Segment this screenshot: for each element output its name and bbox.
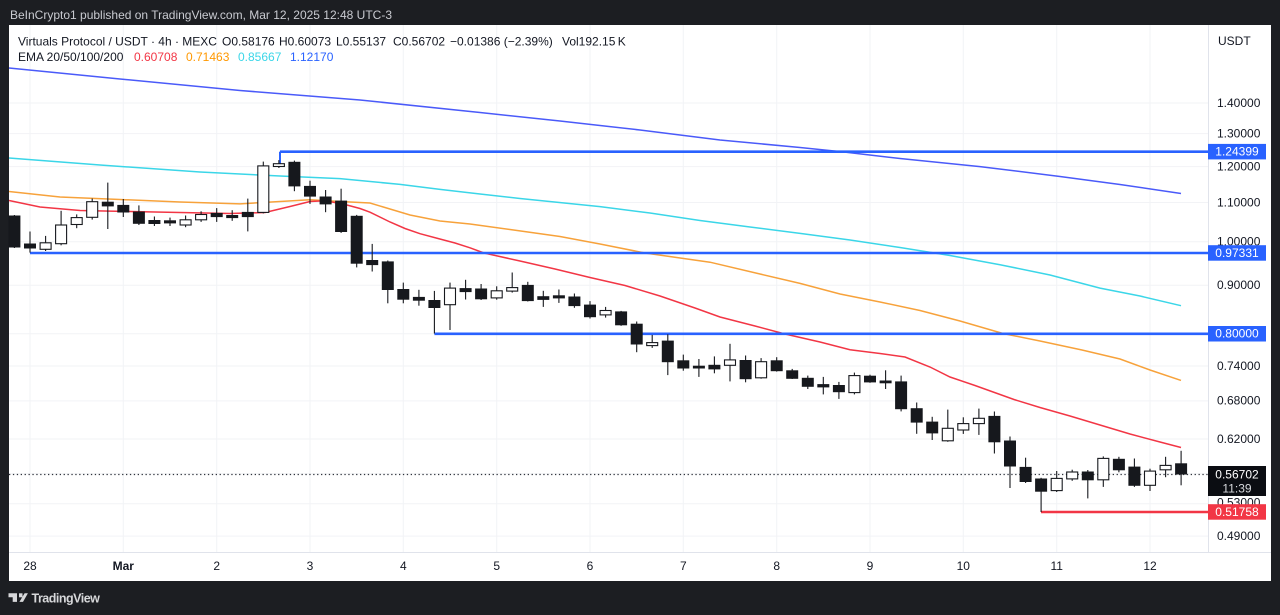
svg-text:7: 7 bbox=[680, 559, 687, 573]
svg-text:8: 8 bbox=[773, 559, 780, 573]
svg-text:Virtuals Protocol / USDT · 4h: Virtuals Protocol / USDT · 4h · MEXC bbox=[18, 35, 217, 49]
svg-text:0.85667: 0.85667 bbox=[238, 50, 282, 64]
svg-text:Mar: Mar bbox=[113, 559, 135, 573]
svg-text:0.90000: 0.90000 bbox=[1217, 278, 1261, 292]
svg-text:−0.01386 (−2.39%): −0.01386 (−2.39%) bbox=[450, 35, 553, 49]
svg-text:6: 6 bbox=[587, 559, 594, 573]
svg-text:1.24399: 1.24399 bbox=[1215, 145, 1259, 159]
svg-text:1.10000: 1.10000 bbox=[1217, 195, 1261, 209]
svg-text:0.97331: 0.97331 bbox=[1215, 246, 1259, 260]
svg-text:0.68000: 0.68000 bbox=[1217, 394, 1261, 408]
svg-text:4: 4 bbox=[400, 559, 407, 573]
svg-text:5: 5 bbox=[493, 559, 500, 573]
svg-text:1.20000: 1.20000 bbox=[1217, 159, 1261, 173]
svg-text:0.74000: 0.74000 bbox=[1217, 359, 1261, 373]
svg-text:2: 2 bbox=[213, 559, 220, 573]
svg-text:EMA 20/50/100/200: EMA 20/50/100/200 bbox=[18, 50, 124, 64]
svg-text:USDT: USDT bbox=[1218, 34, 1251, 48]
svg-text:O0.58176: O0.58176 bbox=[222, 35, 275, 49]
svg-text:Vol192.15 K: Vol192.15 K bbox=[562, 35, 626, 49]
svg-text:11:39: 11:39 bbox=[1222, 482, 1251, 496]
svg-text:3: 3 bbox=[307, 559, 314, 573]
svg-text:0.60708: 0.60708 bbox=[134, 50, 178, 64]
svg-text:0.71463: 0.71463 bbox=[186, 50, 230, 64]
svg-text:C0.56702: C0.56702 bbox=[393, 35, 445, 49]
svg-text:0.49000: 0.49000 bbox=[1217, 529, 1261, 543]
svg-text:1.12170: 1.12170 bbox=[290, 50, 334, 64]
svg-text:1.00000: 1.00000 bbox=[1217, 235, 1261, 249]
svg-text:BeInCrypto1 published on Tradi: BeInCrypto1 published on TradingView.com… bbox=[10, 8, 392, 22]
svg-text:0.56702: 0.56702 bbox=[1215, 468, 1259, 482]
svg-text:1.40000: 1.40000 bbox=[1217, 96, 1261, 110]
svg-text:0.62000: 0.62000 bbox=[1217, 432, 1261, 446]
svg-text:11: 11 bbox=[1050, 559, 1063, 573]
svg-text:L0.55137: L0.55137 bbox=[336, 35, 386, 49]
svg-text:TradingView: TradingView bbox=[32, 592, 101, 606]
svg-text:9: 9 bbox=[867, 559, 874, 573]
svg-text:12: 12 bbox=[1143, 559, 1157, 573]
svg-text:10: 10 bbox=[957, 559, 971, 573]
svg-text:0.80000: 0.80000 bbox=[1215, 327, 1259, 341]
svg-text:1.30000: 1.30000 bbox=[1217, 126, 1261, 140]
svg-text:H0.60073: H0.60073 bbox=[279, 35, 331, 49]
svg-text:28: 28 bbox=[23, 559, 37, 573]
svg-text:0.51758: 0.51758 bbox=[1215, 505, 1259, 519]
